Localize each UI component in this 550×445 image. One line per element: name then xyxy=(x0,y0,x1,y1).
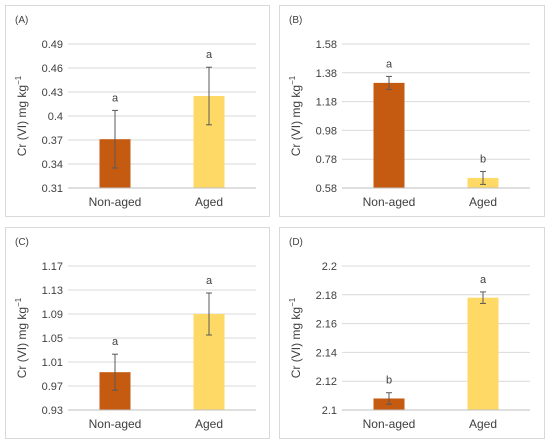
y-axis-label-superscript: −1 xyxy=(288,297,297,307)
panel-d: (D) 2.1 2.12 2.14 2.16 2.18 2.2 Cr (VI) mg kg−1… xyxy=(279,227,545,439)
y-tick-label: 0.97 xyxy=(42,381,63,393)
y-tick-label: 2.14 xyxy=(316,347,337,359)
y-tick-label: 0.4 xyxy=(48,111,63,123)
y-tick-label: 0.46 xyxy=(42,63,63,75)
significance-letter: a xyxy=(112,92,119,104)
y-axis-label-superscript: −1 xyxy=(288,75,297,85)
y-axis-label: Cr (VI) mg kg−1 xyxy=(288,75,303,156)
y-tick-label: 2.2 xyxy=(322,261,337,273)
significance-letter: a xyxy=(206,275,213,287)
x-category-label: Aged xyxy=(195,417,223,431)
y-axis-label-main: Cr (VI) mg kg xyxy=(289,85,303,156)
y-tick-label: 2.1 xyxy=(322,405,337,417)
y-axis-label: Cr (VI) mg kg−1 xyxy=(14,297,29,378)
x-category-label: Aged xyxy=(195,195,223,209)
x-category-label: Aged xyxy=(469,195,497,209)
y-tick-label: 1.17 xyxy=(42,261,63,273)
y-tick-label: 0.78 xyxy=(316,154,337,166)
y-tick-label: 0.49 xyxy=(42,39,63,51)
x-category-label: Non-aged xyxy=(363,195,416,209)
significance-letter: a xyxy=(480,274,487,286)
x-category-label: Aged xyxy=(469,417,497,431)
y-tick-label: 1.09 xyxy=(42,309,63,321)
significance-letter: a xyxy=(206,49,213,61)
panel-c: (C) 0.93 0.97 1.01 1.05 1.09 1.13 1.17 Cr (VI) m… xyxy=(5,227,270,439)
bar-non-aged xyxy=(373,82,405,188)
x-category-label: Non-aged xyxy=(89,195,142,209)
panel-label: (C) xyxy=(15,237,29,248)
y-tick-label: 0.43 xyxy=(42,87,63,99)
y-axis-label: Cr (VI) mg kg−1 xyxy=(14,75,29,156)
bar-aged xyxy=(467,297,499,410)
x-category-label: Non-aged xyxy=(363,417,416,431)
y-axis-label-main: Cr (VI) mg kg xyxy=(15,85,29,156)
panel-label: (A) xyxy=(15,15,28,26)
y-axis-label-superscript: −1 xyxy=(14,297,23,307)
panel-label: (B) xyxy=(289,15,302,26)
y-tick-label: 1.38 xyxy=(316,68,337,80)
y-tick-label: 1.01 xyxy=(42,357,63,369)
y-tick-label: 0.31 xyxy=(42,183,63,195)
y-tick-label: 0.98 xyxy=(316,125,337,137)
chart-c: (C) 0.93 0.97 1.01 1.05 1.09 1.13 1.17 Cr (VI) m… xyxy=(14,237,256,431)
y-tick-label: 0.34 xyxy=(42,159,63,171)
y-axis-label-superscript: −1 xyxy=(14,75,23,85)
y-tick-label: 1.05 xyxy=(42,333,63,345)
significance-letter: b xyxy=(386,375,392,387)
y-axis-label-main: Cr (VI) mg kg xyxy=(15,307,29,378)
significance-letter: a xyxy=(112,336,119,348)
y-axis-label-main: Cr (VI) mg kg xyxy=(289,307,303,378)
y-tick-label: 2.18 xyxy=(316,290,337,302)
panel-a: (A) 0.31 0.34 0.37 0.4 0.43 0.46 0.49 Cr (VI) mg… xyxy=(5,5,270,217)
panel-label: (D) xyxy=(289,237,303,248)
y-tick-label: 2.12 xyxy=(316,376,337,388)
chart-b: (B) 0.58 0.78 0.98 1.18 1.38 1.58 Cr (VI) mg kg… xyxy=(288,15,530,209)
panel-b: (B) 0.58 0.78 0.98 1.18 1.38 1.58 Cr (VI) mg kg… xyxy=(279,5,545,217)
significance-letter: b xyxy=(480,153,486,165)
y-tick-label: 0.58 xyxy=(316,183,337,195)
y-tick-label: 0.37 xyxy=(42,135,63,147)
chart-a: (A) 0.31 0.34 0.37 0.4 0.43 0.46 0.49 Cr (VI) mg… xyxy=(14,15,256,209)
y-tick-label: 0.93 xyxy=(42,405,63,417)
y-axis-label: Cr (VI) mg kg−1 xyxy=(288,297,303,378)
significance-letter: a xyxy=(386,58,393,70)
x-category-label: Non-aged xyxy=(89,417,142,431)
y-tick-label: 1.18 xyxy=(316,97,337,109)
y-tick-label: 2.16 xyxy=(316,319,337,331)
y-tick-label: 1.13 xyxy=(42,285,63,297)
chart-d: (D) 2.1 2.12 2.14 2.16 2.18 2.2 Cr (VI) mg kg−1… xyxy=(288,237,530,431)
y-tick-label: 1.58 xyxy=(316,39,337,51)
